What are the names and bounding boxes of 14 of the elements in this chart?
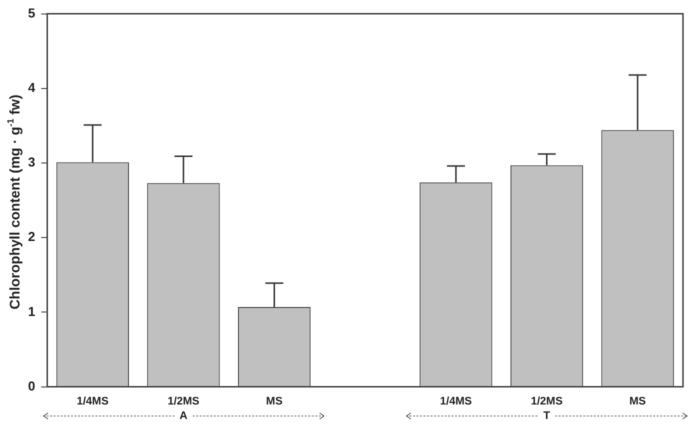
x-tick-label: 1/4MS — [440, 395, 472, 408]
x-tick-label: MS — [266, 395, 283, 408]
y-tick-label: 0 — [28, 378, 36, 394]
x-tick-label: 1/2MS — [530, 395, 563, 408]
y-tick-label: 1 — [28, 304, 36, 319]
text: T — [543, 410, 550, 422]
x-tick-label: 1/2MS — [168, 395, 200, 408]
x-tick-label: 1/4MS — [76, 395, 109, 408]
y-tick-label: 4 — [28, 80, 36, 95]
y-tick-label: 5 — [28, 5, 36, 20]
x-tick-label: MS — [629, 395, 646, 408]
y-tick-label: 3 — [28, 154, 36, 170]
y-tick-label: 2 — [28, 229, 36, 244]
text: A — [179, 410, 188, 422]
